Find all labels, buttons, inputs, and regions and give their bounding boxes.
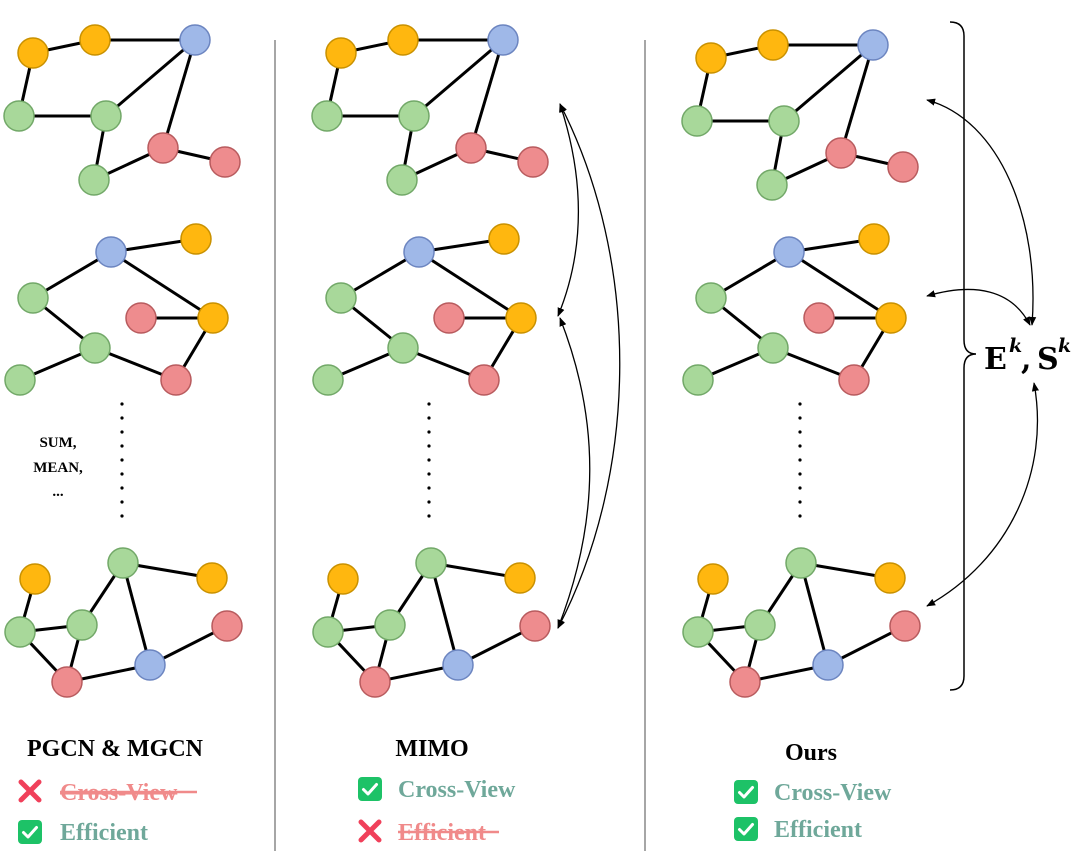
check-icon bbox=[732, 815, 760, 843]
graph-view-1 bbox=[310, 23, 550, 197]
cross-view-arrow bbox=[926, 382, 1040, 607]
panel-mimo: MIMO Cross-View Efficient bbox=[310, 23, 621, 846]
cross-view-arrow bbox=[926, 288, 1031, 326]
aggregation-label-1: SUM, bbox=[39, 435, 76, 451]
check-icon bbox=[16, 818, 44, 846]
formula-comma: , bbox=[1021, 342, 1031, 377]
cross-view-arrow bbox=[926, 98, 1037, 326]
graph-view-k bbox=[681, 546, 922, 699]
check-icon bbox=[732, 778, 760, 806]
aggregation-label-2: MEAN, bbox=[33, 460, 83, 476]
formula-E: E bbox=[984, 342, 1007, 377]
formula-S: S bbox=[1037, 342, 1059, 377]
cross-icon bbox=[361, 822, 379, 840]
formula-k: k bbox=[1058, 335, 1071, 357]
formula-k: k bbox=[1009, 335, 1022, 357]
graph-view-k bbox=[311, 546, 552, 699]
cross-view-arrow bbox=[557, 317, 591, 629]
feature-efficient: Efficient bbox=[774, 817, 862, 843]
panel-title: MIMO bbox=[395, 736, 468, 762]
ellipsis-dots bbox=[120, 402, 124, 518]
brace bbox=[949, 21, 977, 691]
graph-view-1 bbox=[680, 28, 920, 202]
feature-cross-view: Cross-View bbox=[398, 777, 516, 803]
graph-view-2 bbox=[681, 222, 908, 397]
panel-pgcn-mgcn: SUM, MEAN, ... PGCN & MGCN Cross-View Ef… bbox=[2, 23, 244, 846]
graph-view-1 bbox=[2, 23, 242, 197]
feature-cross-view: Cross-View bbox=[774, 780, 892, 806]
ellipsis-dots bbox=[427, 402, 431, 518]
panel-title: Ours bbox=[785, 740, 837, 766]
graph-view-k bbox=[3, 546, 244, 699]
cross-view-arrow bbox=[557, 103, 621, 629]
cross-icon bbox=[21, 782, 39, 800]
check-icon bbox=[356, 775, 384, 803]
feature-efficient: Efficient bbox=[60, 820, 148, 846]
aggregation-label-3: ... bbox=[52, 484, 64, 500]
panel-ours: E k , S k Ours Cross-View Efficient bbox=[680, 21, 1071, 843]
panel-title: PGCN & MGCN bbox=[27, 736, 204, 762]
ellipsis-dots bbox=[798, 402, 802, 518]
graph-view-2 bbox=[3, 222, 230, 397]
graph-view-2 bbox=[311, 222, 538, 397]
